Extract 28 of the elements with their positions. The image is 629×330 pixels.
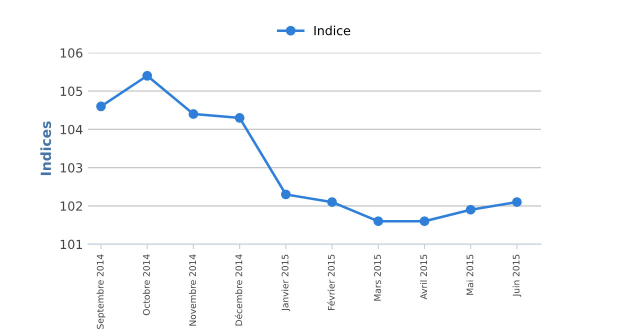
x-tick-label: Mai 2015 — [466, 254, 474, 295]
y-tick-label: 102 — [60, 201, 82, 211]
point — [512, 197, 522, 207]
point — [188, 109, 198, 119]
point — [280, 190, 291, 200]
x-tick-label: Octobre 2014 — [142, 254, 150, 316]
point — [327, 197, 337, 207]
point — [234, 113, 244, 123]
y-tick-label: 101 — [60, 240, 82, 250]
point — [373, 216, 384, 226]
point — [466, 204, 476, 215]
x-tick-label: Décembre 2014 — [234, 254, 242, 326]
x-tick-label: Juin 2015 — [512, 254, 522, 297]
x-tick-label: Février 2015 — [327, 254, 335, 310]
y-axis-title: Indices — [40, 121, 52, 176]
y-tick-label: 103 — [60, 163, 82, 173]
y-tick-label: 105 — [60, 86, 82, 96]
y-tick-label: 106 — [60, 48, 82, 58]
x-tick-label: Janvier 2015 — [281, 254, 290, 312]
x-tick-label: Avril 2015 — [420, 254, 428, 300]
x-tick-label: Novembre 2014 — [189, 254, 196, 326]
x-tick-label: Septembre 2014 — [96, 254, 106, 329]
x-tick-label: Mars 2015 — [374, 254, 381, 301]
point — [420, 216, 430, 226]
y-tick-label: 104 — [60, 124, 82, 134]
legend-label: Indice — [314, 26, 350, 36]
point — [96, 102, 106, 112]
point — [142, 70, 152, 81]
